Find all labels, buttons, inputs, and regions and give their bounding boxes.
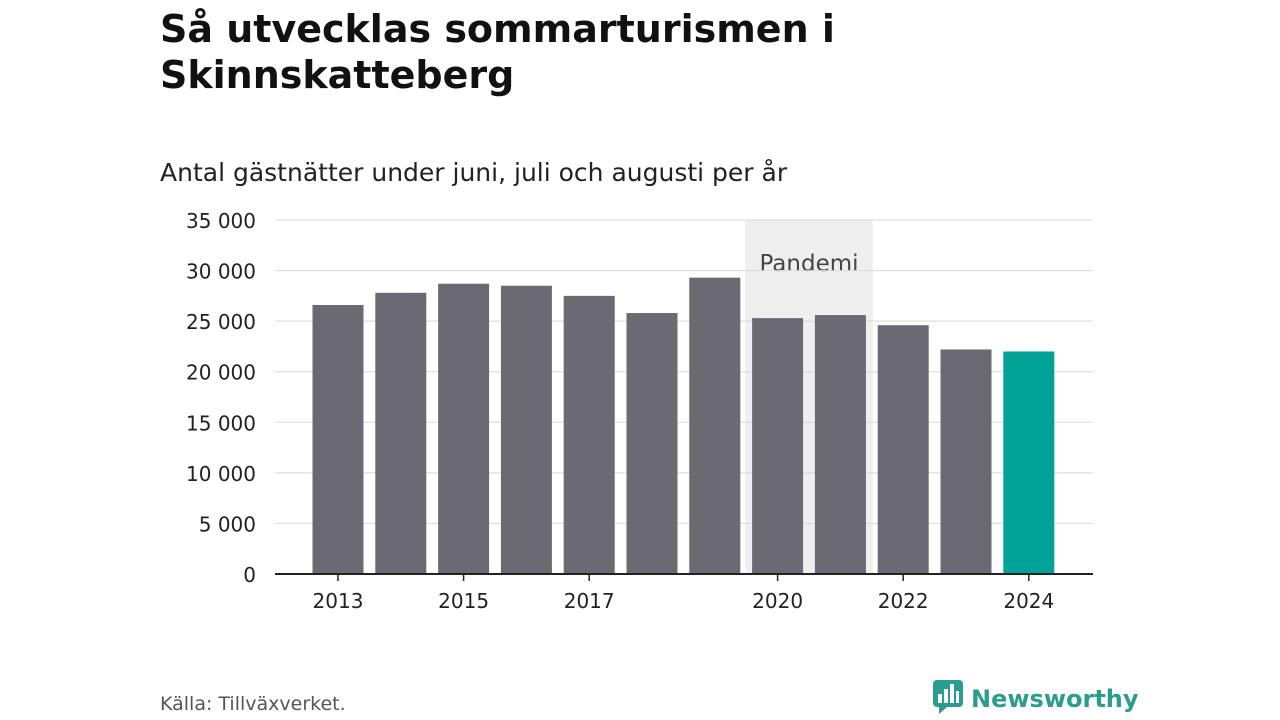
- bar-2013: [312, 304, 364, 574]
- newsworthy-logo-icon: [933, 680, 963, 718]
- y-tick-label: 10 000: [186, 462, 256, 486]
- brand-name: Newsworthy: [971, 685, 1139, 713]
- bar-2014: [375, 292, 427, 574]
- y-tick-label: 30 000: [186, 260, 256, 284]
- y-tick-label: 25 000: [186, 310, 256, 334]
- bar-2015: [438, 283, 490, 574]
- bar-2023: [940, 349, 992, 574]
- y-tick-label: 5 000: [199, 512, 256, 536]
- bar-2021: [814, 315, 866, 574]
- bar-chart: Pandemi 0 5 000 10 000 15 000 20 000 25 000 30 …: [186, 209, 1093, 613]
- x-tick-label: 2024: [1003, 589, 1054, 613]
- bar-2017: [563, 295, 615, 574]
- source-note: Källa: Tillväxverket.: [160, 693, 346, 715]
- x-tick-label: 2017: [564, 589, 615, 613]
- pandemic-label: Pandemi: [759, 251, 858, 277]
- chart-title: Så utvecklas sommarturismen i Skinnskatt…: [160, 7, 835, 97]
- x-tick-label: 2020: [752, 589, 803, 613]
- bar-2019: [689, 277, 741, 574]
- x-tick-label: 2015: [438, 589, 489, 613]
- x-tick-label: 2013: [313, 589, 364, 613]
- bar-2024: [1003, 351, 1055, 574]
- chart-subtitle: Antal gästnätter under juni, juli och au…: [160, 158, 788, 187]
- x-tick-label: 2022: [878, 589, 929, 613]
- y-tick-label: 20 000: [186, 361, 256, 385]
- bar-2020: [752, 318, 804, 574]
- bar-2016: [500, 285, 552, 574]
- y-tick-label: 35 000: [186, 209, 256, 233]
- y-tick-label: 15 000: [186, 411, 256, 435]
- bar-2018: [626, 313, 678, 574]
- brand-logo[interactable]: Newsworthy: [933, 680, 1139, 718]
- bar-2022: [877, 325, 929, 574]
- y-tick-label: 0: [243, 563, 256, 587]
